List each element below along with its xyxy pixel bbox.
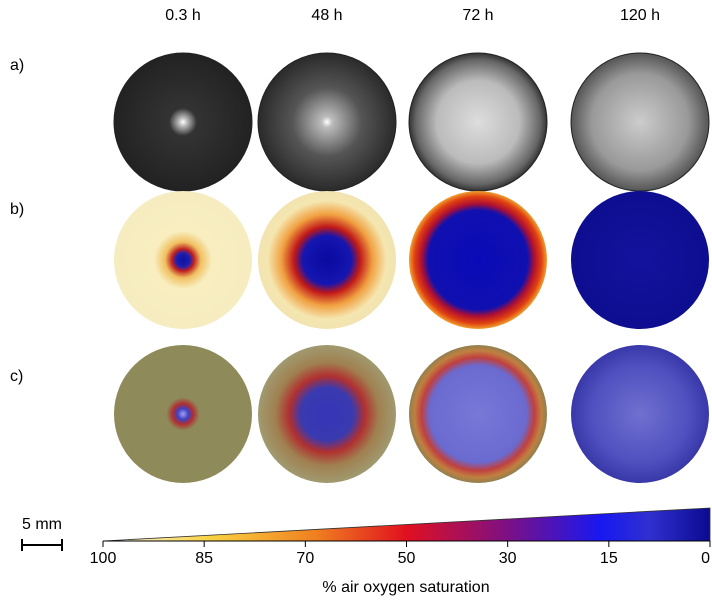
image [114,191,252,329]
colorbar-label: % air oxygen saturation [322,579,489,596]
image [409,53,547,191]
scale-bar [22,539,62,551]
column-label: 0.3 h [165,7,201,24]
column-label: 72 h [462,7,493,24]
image [114,345,252,483]
row-label: a) [10,57,24,74]
row-label: b) [10,201,24,218]
image [258,53,396,191]
image [258,191,396,329]
image [571,53,709,191]
tick-label: 70 [296,550,314,567]
image [409,191,547,329]
image [571,345,709,483]
row-label: c) [10,368,23,385]
figure: 0.3 h 48 h 72 h 120 h a) b) c) 5 mm 100 8… [0,0,712,603]
tick-label: 100 [90,550,117,567]
tick-label: 30 [499,550,517,567]
colorbar [103,508,710,541]
colorbar-ticks: 100 85 70 50 30 15 0 [90,541,710,567]
column-label: 120 h [620,7,660,24]
tick-label: 50 [398,550,416,567]
image [571,191,709,329]
image [258,345,396,483]
tick-label: 15 [600,550,618,567]
tick-label: 0 [701,550,710,567]
image [114,53,252,191]
image [409,345,547,483]
column-label: 48 h [311,7,342,24]
images [114,53,709,483]
tick-label: 85 [195,550,213,567]
scale-bar-label: 5 mm [22,516,62,533]
